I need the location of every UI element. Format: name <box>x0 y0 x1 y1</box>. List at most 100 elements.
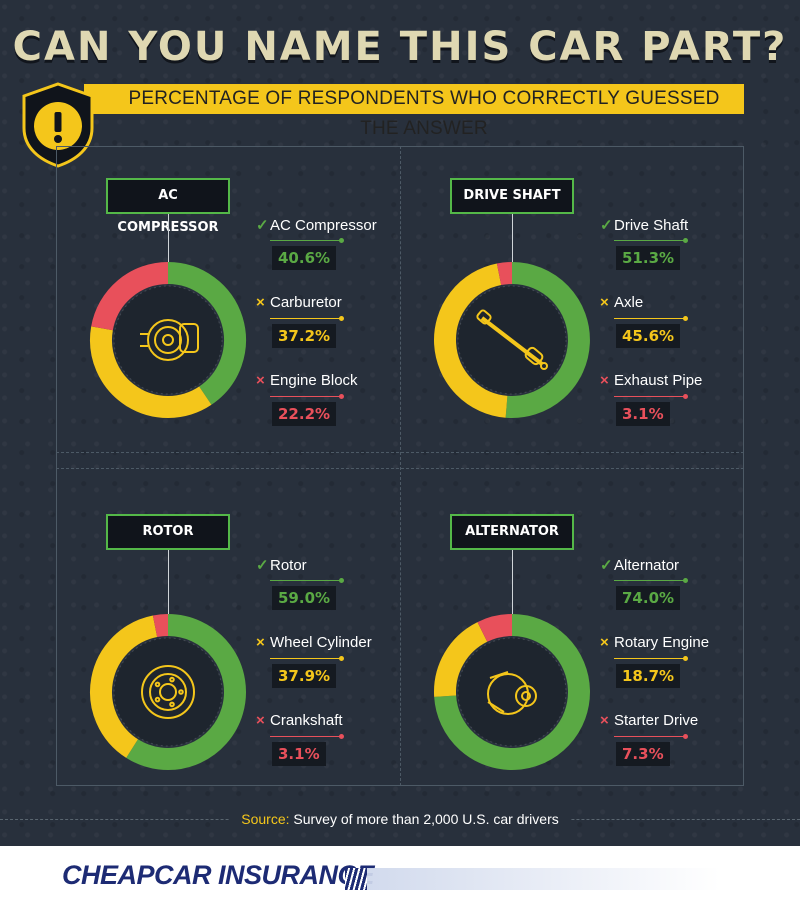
alternator-icon <box>487 671 537 715</box>
percentage-label: 22.2% <box>272 402 337 426</box>
cross-icon: × <box>600 634 609 651</box>
drive-shaft-icon <box>476 309 548 370</box>
donut-slice <box>496 262 513 286</box>
connector-line <box>168 550 169 614</box>
answer-label: ✓Alternator <box>600 556 679 574</box>
answer-underline <box>614 578 688 583</box>
donut-slice <box>434 263 508 418</box>
rotor-icon <box>141 665 195 719</box>
answer-option: × Wheel Cylinder 37.9% <box>256 634 396 712</box>
answer-option: × Crankshaft 3.1% <box>256 712 396 790</box>
percentage-label: 37.2% <box>272 324 337 348</box>
chart-title: AC COMPRESSOR <box>106 178 230 235</box>
donut-chart <box>434 262 590 418</box>
check-icon: ✓ <box>256 557 269 574</box>
donut-slice <box>167 262 246 405</box>
underline-dot <box>339 578 344 583</box>
check-icon: ✓ <box>256 217 269 234</box>
answer-list: ✓Drive Shaft 51.3% × Axle 45.6% × Exhaust Pipe… <box>600 216 740 450</box>
underline-dot <box>339 238 344 243</box>
chart-panel: ALTERNATOR ✓Alternator 74.0% × Rotary Engine… <box>400 476 744 786</box>
answer-text: Drive Shaft <box>614 217 689 234</box>
page-title: CAN YOU NAME THIS CAR PART? <box>12 24 788 70</box>
answer-underline <box>270 316 344 321</box>
answer-option: ✓Drive Shaft 51.3% <box>600 216 740 294</box>
cross-icon: × <box>256 712 265 729</box>
donut-chart <box>90 614 246 770</box>
percentage-label: 18.7% <box>616 664 681 688</box>
answer-label: ✓AC Compressor <box>256 216 377 234</box>
answer-label: × Carburetor <box>256 294 342 311</box>
donut-slice <box>477 614 513 642</box>
answer-text: Wheel Cylinder <box>270 634 372 651</box>
answer-text: Axle <box>614 294 644 311</box>
source-label: Source: <box>241 811 290 827</box>
connector-line <box>512 550 513 614</box>
underline-dot <box>683 656 688 661</box>
chart-panel: ROTOR ✓Rotor 59.0% × Wheel Cylinder 37.9% × Cra… <box>56 476 400 786</box>
donut-slice <box>434 622 488 697</box>
answer-option: ✓Alternator 74.0% <box>600 556 740 634</box>
answer-label: × Rotary Engine <box>600 634 709 651</box>
percentage-label: 3.1% <box>616 402 670 426</box>
check-icon: ✓ <box>600 557 613 574</box>
percentage-label: 59.0% <box>272 586 337 610</box>
answer-label: × Exhaust Pipe <box>600 372 702 389</box>
percentage-label: 37.9% <box>272 664 337 688</box>
answer-text: Rotary Engine <box>614 634 710 651</box>
subtitle-banner: PERCENTAGE OF RESPONDENTS WHO CORRECTLY … <box>84 84 744 139</box>
brand-logo: CHEAPCAR INSURANCE <box>62 860 375 890</box>
answer-text: Engine Block <box>270 372 358 389</box>
cross-icon: × <box>256 294 265 311</box>
underline-dot <box>683 238 688 243</box>
ac-compressor-icon <box>140 319 199 361</box>
answer-label: × Crankshaft <box>256 712 343 729</box>
answer-list: ✓AC Compressor 40.6% × Carburetor 37.2% × Engi… <box>256 216 396 450</box>
answer-text: Rotor <box>270 557 307 574</box>
answer-underline <box>270 578 344 583</box>
answer-text: AC Compressor <box>270 217 377 234</box>
underline-dot <box>683 578 688 583</box>
percentage-label: 3.1% <box>272 742 326 766</box>
footer: CHEAPCAR INSURANCE <box>0 846 800 911</box>
answer-option: × Axle 45.6% <box>600 294 740 372</box>
answer-underline <box>270 394 344 399</box>
answer-label: × Engine Block <box>256 372 358 389</box>
answer-list: ✓Rotor 59.0% × Wheel Cylinder 37.9% × Cranksha… <box>256 556 396 790</box>
donut-chart <box>434 614 590 770</box>
answer-underline <box>270 238 344 243</box>
answer-option: ✓Rotor 59.0% <box>256 556 396 634</box>
percentage-label: 40.6% <box>272 246 337 270</box>
donut-slice <box>126 614 246 770</box>
answer-text: Alternator <box>614 557 680 574</box>
divider-vertical <box>400 146 401 786</box>
percentage-label: 74.0% <box>616 586 681 610</box>
donut-slice <box>152 614 169 638</box>
answer-option: × Exhaust Pipe 3.1% <box>600 372 740 450</box>
underline-dot <box>339 734 344 739</box>
answer-option: × Carburetor 37.2% <box>256 294 396 372</box>
divider-horizontal <box>56 452 744 453</box>
exclamation-icon <box>22 82 94 168</box>
answer-underline <box>614 656 688 661</box>
answer-label: × Axle <box>600 294 643 311</box>
infographic: CAN YOU NAME THIS CAR PART? PERCENTAGE O… <box>0 0 800 846</box>
chart-title: DRIVE SHAFT <box>450 178 574 214</box>
answer-text: Crankshaft <box>270 712 343 729</box>
cross-icon: × <box>600 712 609 729</box>
answer-underline <box>614 734 688 739</box>
divider-horizontal <box>56 468 744 469</box>
percentage-label: 45.6% <box>616 324 681 348</box>
underline-dot <box>339 656 344 661</box>
source-note: Source: Survey of more than 2,000 U.S. c… <box>0 806 800 832</box>
answer-underline <box>614 316 688 321</box>
percentage-label: 51.3% <box>616 246 681 270</box>
source-text: Survey of more than 2,000 U.S. car drive… <box>293 811 559 827</box>
answer-option: × Rotary Engine 18.7% <box>600 634 740 712</box>
answer-option: × Engine Block 22.2% <box>256 372 396 450</box>
chart-panel: DRIVE SHAFT ✓Drive Shaft 51.3% × Axle 45.6% × E… <box>400 146 744 456</box>
answer-label: × Wheel Cylinder <box>256 634 372 651</box>
cross-icon: × <box>256 634 265 651</box>
donut-slice <box>90 326 212 418</box>
connector-line <box>512 214 513 262</box>
